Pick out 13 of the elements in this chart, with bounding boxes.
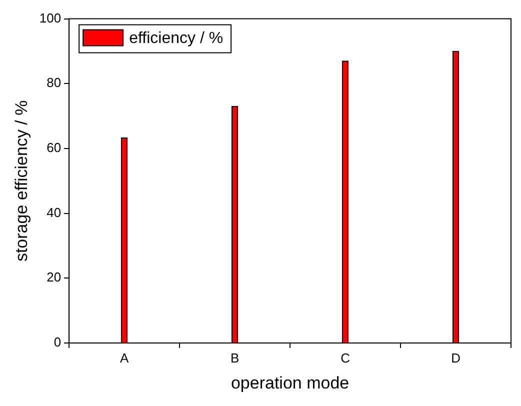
y-tick-label: 0 — [54, 334, 62, 350]
y-tick-label: 40 — [46, 204, 62, 220]
legend-label: efficiency / % — [129, 30, 224, 48]
x-axis-title: operation mode — [230, 373, 350, 392]
x-tick-label: B — [230, 350, 240, 366]
y-axis-title: storage efficiency / % — [12, 100, 31, 262]
y-tick-label: 80 — [46, 75, 62, 90]
y-tick-label: 20 — [46, 270, 62, 285]
x-tick-label: D — [451, 350, 460, 366]
y-tick-label: 100 — [39, 10, 62, 26]
x-tick-label: C — [340, 350, 350, 366]
y-tick-label: 60 — [46, 140, 62, 156]
x-tick-label: A — [120, 350, 129, 366]
